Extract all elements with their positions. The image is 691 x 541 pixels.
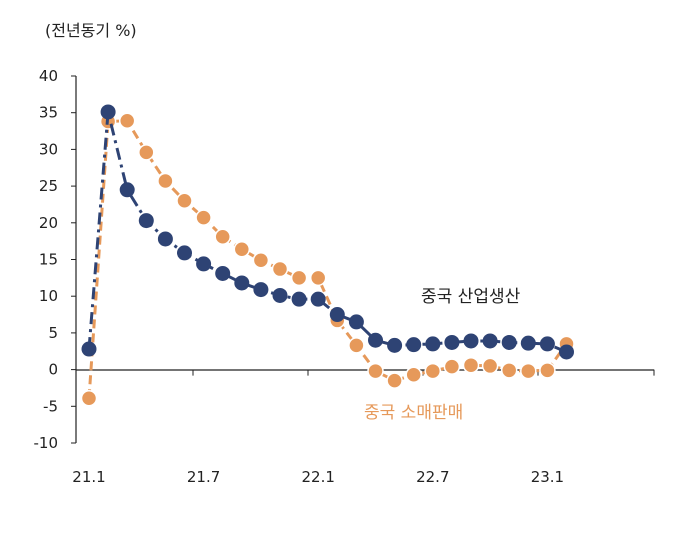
y-tick-label: 5 [48, 324, 58, 342]
y-axis-ticks: 40 35 30 25 20 15 10 5 0 -5 -10 [34, 67, 77, 452]
x-tick-label: 21.1 [72, 468, 105, 486]
data-point [500, 362, 518, 379]
data-point [233, 240, 251, 258]
data-point [406, 337, 422, 353]
data-point [539, 336, 555, 352]
series-label-industrial-production: 중국 산업생산 [421, 287, 521, 307]
data-point [424, 362, 442, 380]
y-tick-label: -5 [43, 397, 58, 415]
data-point [252, 251, 270, 269]
data-point [234, 275, 250, 291]
data-point [80, 389, 98, 407]
data-point [387, 337, 403, 353]
data-point [501, 334, 517, 350]
data-point [157, 231, 173, 247]
data-point [368, 332, 383, 348]
x-axis-ticks: 21.1 21.7 22.1 22.7 23.1 [72, 369, 655, 486]
data-point [559, 344, 574, 360]
data-point [253, 282, 269, 298]
data-point [138, 213, 154, 229]
x-tick-label: 22.1 [301, 468, 334, 486]
data-point [176, 192, 193, 210]
x-tick-label: 22.7 [416, 468, 449, 486]
data-point [272, 287, 288, 303]
series-label-retail-sales: 중국 소매판매 [364, 403, 463, 423]
x-tick-label: 23.1 [531, 468, 564, 486]
data-point [462, 356, 480, 374]
y-tick-label: -10 [34, 434, 59, 452]
y-unit-label: (전년동기 %) [45, 21, 137, 40]
y-tick-label: 10 [39, 287, 58, 305]
data-point [348, 337, 365, 354]
data-point [520, 335, 536, 351]
data-point [195, 209, 212, 226]
data-point [100, 104, 116, 120]
series-layer [80, 104, 575, 407]
data-point [539, 362, 556, 379]
y-tick-label: 20 [39, 214, 58, 232]
data-point [367, 362, 384, 380]
series-line-1 [87, 119, 568, 399]
data-point [443, 358, 461, 375]
data-point [310, 291, 326, 307]
data-point [177, 245, 192, 261]
data-point [291, 291, 307, 307]
y-tick-label: 35 [39, 104, 58, 122]
y-tick-label: 15 [39, 251, 58, 269]
data-point [157, 172, 174, 190]
data-point [215, 265, 231, 281]
data-point [386, 372, 403, 389]
data-point [119, 182, 135, 198]
data-point [482, 333, 498, 349]
data-point [425, 336, 441, 352]
x-tick-label: 21.7 [187, 468, 220, 486]
data-point [444, 334, 460, 350]
data-point [81, 341, 97, 357]
y-tick-label: 0 [48, 361, 58, 379]
series-line-0 [87, 110, 568, 354]
data-point [520, 362, 537, 380]
data-point [463, 333, 479, 349]
data-point [481, 357, 499, 375]
data-point [329, 307, 345, 323]
data-point [118, 112, 136, 130]
data-point [196, 256, 212, 272]
data-point [214, 228, 231, 245]
data-point [271, 260, 289, 278]
y-tick-label: 25 [39, 177, 58, 195]
y-tick-label: 40 [39, 67, 58, 85]
data-point [290, 269, 308, 287]
data-point [348, 314, 364, 330]
data-point [309, 269, 327, 287]
data-point [405, 366, 422, 383]
y-tick-label: 30 [39, 140, 58, 158]
data-point [138, 144, 155, 161]
